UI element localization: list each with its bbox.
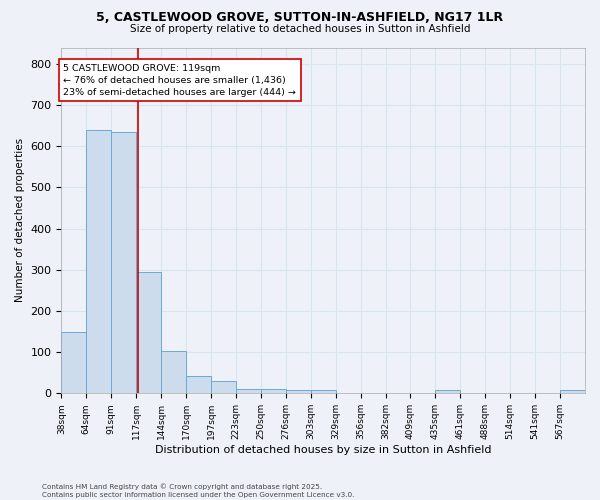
- Bar: [560, 390, 585, 394]
- Text: Size of property relative to detached houses in Sutton in Ashfield: Size of property relative to detached ho…: [130, 24, 470, 34]
- Bar: [286, 390, 311, 394]
- Bar: [436, 390, 460, 394]
- Bar: [261, 389, 286, 394]
- Y-axis label: Number of detached properties: Number of detached properties: [15, 138, 25, 302]
- Text: 5 CASTLEWOOD GROVE: 119sqm
← 76% of detached houses are smaller (1,436)
23% of s: 5 CASTLEWOOD GROVE: 119sqm ← 76% of deta…: [63, 64, 296, 96]
- Bar: [136, 272, 161, 394]
- Bar: [186, 376, 211, 394]
- Text: Contains HM Land Registry data © Crown copyright and database right 2025.
Contai: Contains HM Land Registry data © Crown c…: [42, 484, 355, 498]
- Bar: [236, 389, 261, 394]
- Bar: [211, 382, 236, 394]
- X-axis label: Distribution of detached houses by size in Sutton in Ashfield: Distribution of detached houses by size …: [155, 445, 491, 455]
- Text: 5, CASTLEWOOD GROVE, SUTTON-IN-ASHFIELD, NG17 1LR: 5, CASTLEWOOD GROVE, SUTTON-IN-ASHFIELD,…: [97, 11, 503, 24]
- Bar: [86, 130, 111, 394]
- Bar: [111, 132, 136, 394]
- Bar: [311, 390, 335, 394]
- Bar: [161, 351, 186, 394]
- Bar: [61, 332, 86, 394]
